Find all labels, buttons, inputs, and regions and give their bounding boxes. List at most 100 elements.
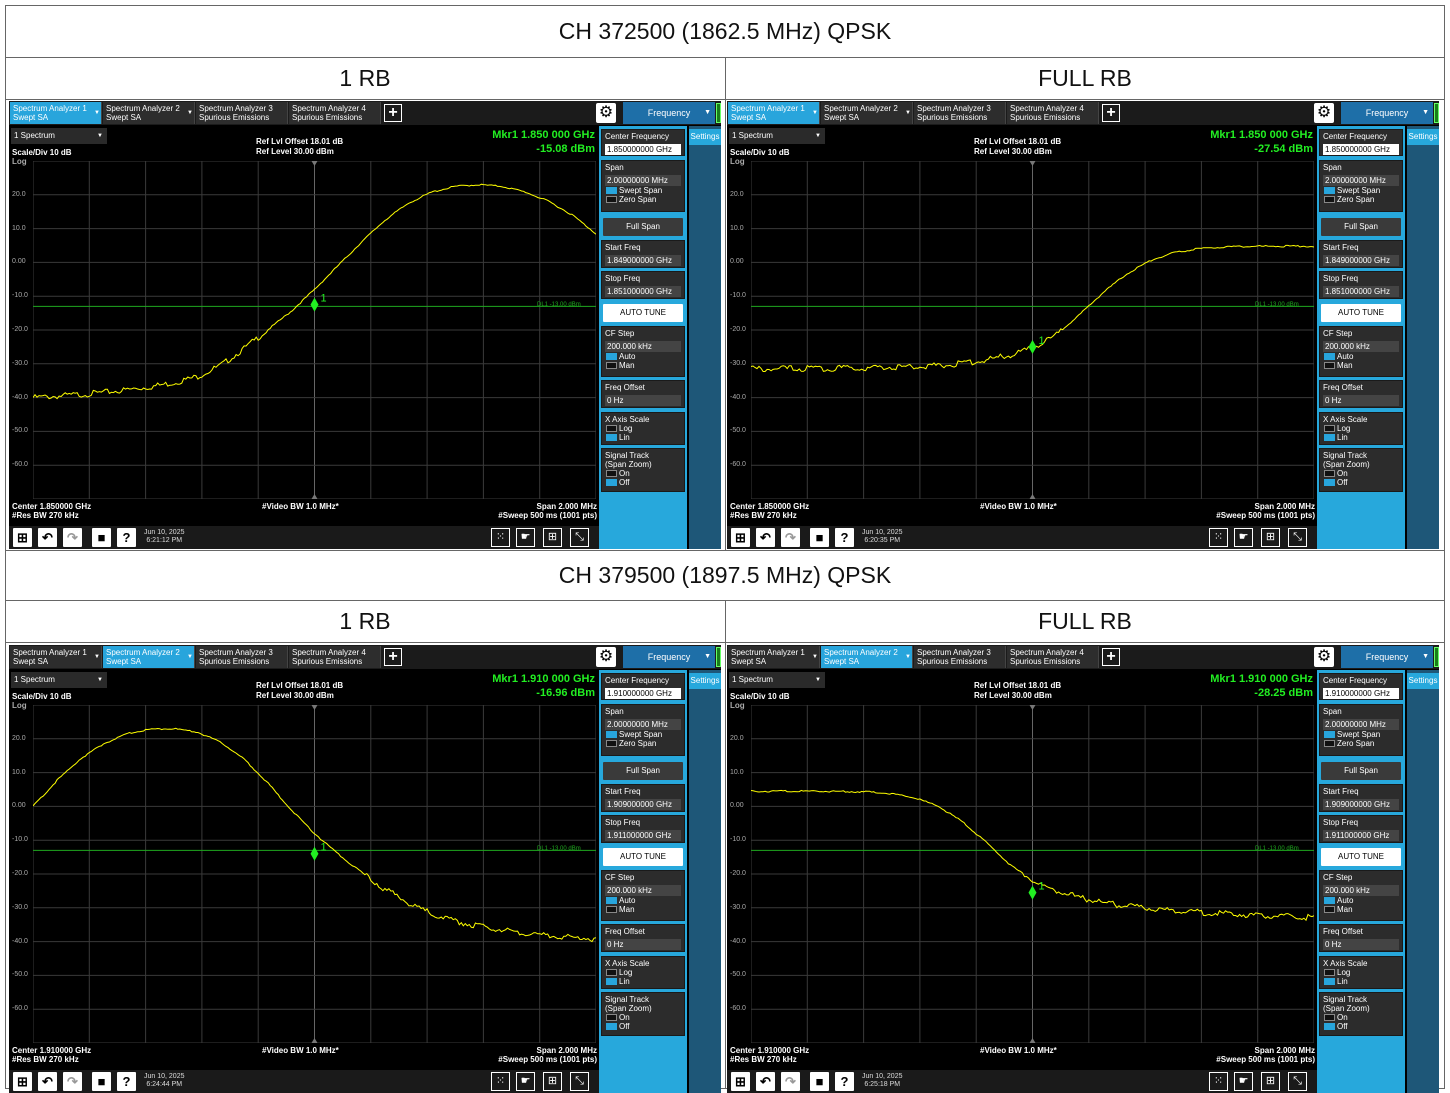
swept-span-option[interactable]: Swept Span (605, 730, 681, 739)
center-frequency-value[interactable]: 1.850000000 GHz (605, 144, 681, 155)
lin-option[interactable]: Lin (605, 433, 681, 442)
span-value[interactable]: 2.00000000 MHz (605, 175, 681, 186)
zero-span-option[interactable]: Zero Span (605, 739, 681, 748)
spectrum-select[interactable]: 1 Spectrum ▼ (729, 128, 825, 144)
span-control[interactable]: Span 2.00000000 MHz Swept Span Zero Span (1319, 704, 1403, 756)
stop-freq-value[interactable]: 1.911000000 GHz (1323, 830, 1399, 841)
span-control[interactable]: Span 2.00000000 MHz Swept Span Zero Span (601, 160, 685, 212)
swept-span-option[interactable]: Swept Span (1323, 186, 1399, 195)
tab-spectrum-analyzer-1[interactable]: Spectrum Analyzer 1 Swept SA ▼ (10, 102, 102, 124)
marker-diamond[interactable] (310, 297, 319, 312)
tab-spectrum-analyzer-2[interactable]: Spectrum Analyzer 2 Swept SA ▼ (821, 102, 913, 124)
keypad-icon[interactable]: ⁙ (1209, 1072, 1228, 1091)
tab-spectrum-analyzer-2[interactable]: Spectrum Analyzer 2 Swept SA ▼ (103, 646, 195, 668)
folder-icon[interactable]: ■ (810, 1072, 829, 1091)
tab-spectrum-analyzer-1[interactable]: Spectrum Analyzer 1 Swept SA ▼ (728, 646, 820, 668)
marker-diamond[interactable] (310, 846, 319, 861)
off-option[interactable]: Off (1323, 478, 1399, 487)
tab-spectrum-analyzer-3[interactable]: Spectrum Analyzer 3 Spurious Emissions (914, 646, 1006, 668)
touch-icon[interactable]: ☛ (516, 1072, 535, 1091)
add-tab-button[interactable]: + (384, 648, 402, 666)
zero-span-option[interactable]: Zero Span (1323, 195, 1399, 204)
keypad-icon[interactable]: ⁙ (1209, 528, 1228, 547)
auto-tune-button[interactable]: AUTO TUNE (603, 304, 683, 322)
center-frequency-control[interactable]: Center Frequency 1.850000000 GHz (1319, 129, 1403, 156)
marker-diamond[interactable] (1028, 885, 1037, 900)
log-option[interactable]: Log (605, 968, 681, 977)
cf-step-value[interactable]: 200.000 kHz (605, 885, 681, 896)
on-option[interactable]: On (605, 1013, 681, 1022)
maximize-icon[interactable]: ⤡ (1288, 1072, 1307, 1091)
tab-spectrum-analyzer-1[interactable]: Spectrum Analyzer 1 Swept SA ▼ (728, 102, 820, 124)
undo-icon[interactable]: ↶ (38, 1072, 57, 1091)
auto-tune-button[interactable]: AUTO TUNE (603, 848, 683, 866)
span-value[interactable]: 2.00000000 MHz (1323, 719, 1399, 730)
maximize-icon[interactable]: ⤡ (1288, 528, 1307, 547)
start-freq-value[interactable]: 1.849000000 GHz (1323, 255, 1399, 266)
freq-offset-control[interactable]: Freq Offset 0 Hz (1319, 380, 1403, 408)
settings-tab[interactable]: Settings (689, 129, 721, 145)
swept-span-option[interactable]: Swept Span (605, 186, 681, 195)
tab-spectrum-analyzer-4[interactable]: Spectrum Analyzer 4 Spurious Emissions (1007, 646, 1099, 668)
tab-spectrum-analyzer-1[interactable]: Spectrum Analyzer 1 Swept SA ▼ (10, 646, 102, 668)
keypad-icon[interactable]: ⁙ (491, 528, 510, 547)
folder-icon[interactable]: ■ (810, 528, 829, 547)
gear-icon[interactable]: ⚙ (1314, 647, 1334, 667)
marker-diamond[interactable] (1028, 339, 1037, 354)
tab-spectrum-analyzer-3[interactable]: Spectrum Analyzer 3 Spurious Emissions (914, 102, 1006, 124)
on-option[interactable]: On (1323, 1013, 1399, 1022)
spectrum-select[interactable]: 1 Spectrum ▼ (729, 672, 825, 688)
tab-spectrum-analyzer-3[interactable]: Spectrum Analyzer 3 Spurious Emissions (196, 646, 288, 668)
stop-freq-value[interactable]: 1.851000000 GHz (1323, 286, 1399, 297)
signal-track-control[interactable]: Signal Track (Span Zoom) On Off (601, 992, 685, 1036)
center-frequency-value[interactable]: 1.910000000 GHz (605, 688, 681, 699)
auto-option[interactable]: Auto (605, 896, 681, 905)
off-option[interactable]: Off (605, 1022, 681, 1031)
auto-tune-button[interactable]: AUTO TUNE (1321, 848, 1401, 866)
span-control[interactable]: Span 2.00000000 MHz Swept Span Zero Span (1319, 160, 1403, 212)
full-span-button[interactable]: Full Span (1321, 762, 1401, 780)
tab-spectrum-analyzer-4[interactable]: Spectrum Analyzer 4 Spurious Emissions (289, 102, 381, 124)
maximize-icon[interactable]: ⤡ (570, 528, 589, 547)
center-frequency-control[interactable]: Center Frequency 1.850000000 GHz (601, 129, 685, 156)
freq-offset-value[interactable]: 0 Hz (1323, 395, 1399, 406)
swept-span-option[interactable]: Swept Span (1323, 730, 1399, 739)
center-frequency-value[interactable]: 1.910000000 GHz (1323, 688, 1399, 699)
cf-step-value[interactable]: 200.000 kHz (605, 341, 681, 352)
tab-spectrum-analyzer-3[interactable]: Spectrum Analyzer 3 Spurious Emissions (196, 102, 288, 124)
window-layout-icon[interactable]: ⊞ (1261, 528, 1280, 547)
start-freq-value[interactable]: 1.909000000 GHz (605, 799, 681, 810)
help-icon[interactable]: ? (117, 528, 136, 547)
settings-tab[interactable]: Settings (1407, 673, 1439, 689)
touch-icon[interactable]: ☛ (1234, 528, 1253, 547)
span-value[interactable]: 2.00000000 MHz (1323, 175, 1399, 186)
spectrum-select[interactable]: 1 Spectrum ▼ (11, 672, 107, 688)
add-tab-button[interactable]: + (1102, 104, 1120, 122)
cf-step-control[interactable]: CF Step 200.000 kHz Auto Man (601, 870, 685, 921)
freq-offset-control[interactable]: Freq Offset 0 Hz (1319, 924, 1403, 952)
windows-icon[interactable]: ⊞ (13, 528, 32, 547)
folder-icon[interactable]: ■ (92, 528, 111, 547)
freq-offset-value[interactable]: 0 Hz (1323, 939, 1399, 950)
undo-icon[interactable]: ↶ (756, 528, 775, 547)
start-freq-control[interactable]: Start Freq 1.909000000 GHz (601, 784, 685, 812)
signal-track-control[interactable]: Signal Track (Span Zoom) On Off (601, 448, 685, 492)
man-option[interactable]: Man (1323, 905, 1399, 914)
add-tab-button[interactable]: + (1102, 648, 1120, 666)
cf-step-value[interactable]: 200.000 kHz (1323, 341, 1399, 352)
stop-freq-control[interactable]: Stop Freq 1.911000000 GHz (601, 815, 685, 843)
stop-freq-control[interactable]: Stop Freq 1.851000000 GHz (1319, 271, 1403, 299)
off-option[interactable]: Off (605, 478, 681, 487)
frequency-menu-button[interactable]: Frequency ▼ (623, 646, 715, 668)
stop-freq-value[interactable]: 1.911000000 GHz (605, 830, 681, 841)
start-freq-control[interactable]: Start Freq 1.849000000 GHz (601, 240, 685, 268)
center-frequency-value[interactable]: 1.850000000 GHz (1323, 144, 1399, 155)
help-icon[interactable]: ? (835, 528, 854, 547)
tab-spectrum-analyzer-4[interactable]: Spectrum Analyzer 4 Spurious Emissions (1007, 102, 1099, 124)
maximize-icon[interactable]: ⤡ (570, 1072, 589, 1091)
auto-option[interactable]: Auto (1323, 352, 1399, 361)
lin-option[interactable]: Lin (1323, 977, 1399, 986)
start-freq-control[interactable]: Start Freq 1.909000000 GHz (1319, 784, 1403, 812)
lin-option[interactable]: Lin (1323, 433, 1399, 442)
help-icon[interactable]: ? (117, 1072, 136, 1091)
